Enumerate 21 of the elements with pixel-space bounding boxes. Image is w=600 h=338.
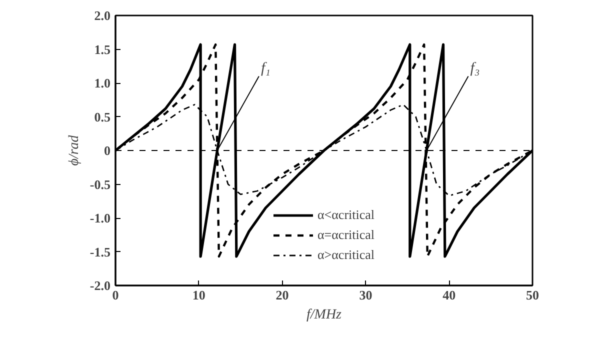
y-axis-title: ϕ/rad (66, 134, 82, 166)
x-tick-label: 40 (442, 288, 456, 302)
x-tick-label: 10 (192, 288, 206, 302)
legend-label: α>αcritical (317, 247, 375, 263)
annotation: f₃ (470, 60, 480, 76)
y-tick-label: 1.5 (94, 42, 111, 57)
x-tick-label: 50 (526, 288, 539, 302)
y-tick-label: -1.0 (90, 210, 111, 226)
y-tick-label: 2.0 (94, 8, 110, 23)
y-tick-label: -0.5 (90, 176, 111, 192)
annotation: f₁ (260, 60, 270, 76)
legend-label: α=αcritical (317, 227, 375, 243)
y-tick-label: 0 (104, 143, 110, 158)
x-tick-label: 20 (276, 288, 289, 302)
x-axis-title: f/MHz (306, 308, 342, 322)
y-tick-label: -2.0 (90, 278, 111, 293)
legend-label: α<αcritical (317, 207, 375, 223)
y-tick-label: 1.0 (94, 76, 110, 90)
y-tick-label: 0.5 (94, 109, 111, 124)
y-tick-label: -1.5 (90, 244, 111, 260)
x-tick-label: 30 (359, 288, 372, 302)
